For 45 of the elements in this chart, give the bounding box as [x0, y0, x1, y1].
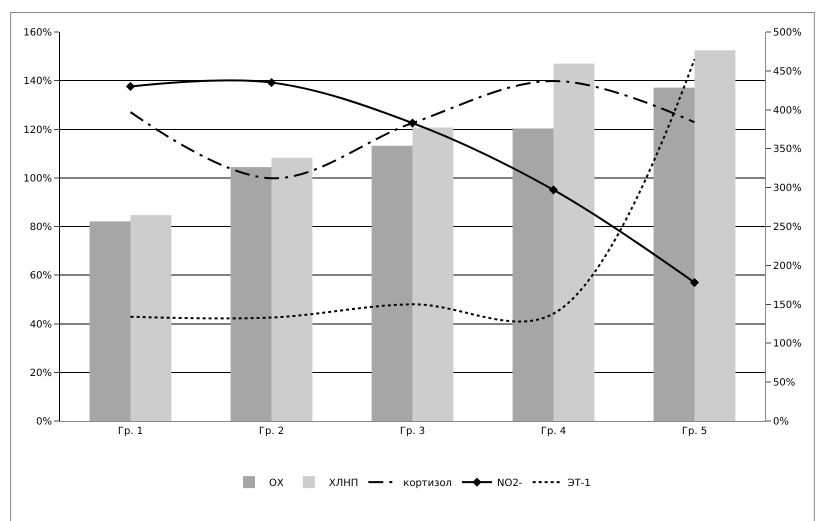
bar: [554, 64, 594, 421]
bar: [512, 128, 554, 421]
legend-label: ХЛНП: [328, 478, 358, 490]
point: [548, 185, 558, 194]
legend-label: ЭТ-1: [568, 478, 591, 490]
y2-tick-label: 450%: [773, 66, 802, 78]
y2-tick-label: 150%: [773, 300, 802, 311]
bar: [130, 215, 172, 421]
y-tick-label: 100%: [23, 173, 52, 184]
y-tick-label: 160%: [23, 28, 52, 38]
bar: [230, 167, 272, 421]
x-tick-label: Гр. 3: [400, 426, 426, 437]
y2-tick-label: 400%: [773, 105, 802, 116]
bar: [272, 158, 312, 421]
y2-tick-label: 50%: [773, 378, 796, 389]
x-tick-label: Гр. 5: [682, 426, 708, 437]
y-tick-label: 120%: [23, 124, 52, 136]
y2-tick-label: 200%: [773, 260, 802, 272]
y-tick-label: 0%: [36, 416, 52, 428]
y2-tick-label: 100%: [773, 338, 802, 350]
y2-tick-label: 500%: [773, 28, 802, 38]
legend-label: NO2-: [496, 478, 523, 490]
bar: [694, 50, 736, 421]
point: [126, 82, 136, 92]
legend-label: ОХ: [269, 478, 284, 490]
y2-tick-label: 0%: [773, 416, 789, 428]
bar: [90, 221, 130, 421]
bar: [372, 146, 412, 421]
y-tick-label: 140%: [23, 76, 52, 88]
bar: [654, 88, 694, 421]
y-tick-label: 40%: [30, 319, 52, 330]
y-tick-label: 60%: [30, 270, 52, 282]
point: [690, 278, 700, 288]
y2-tick-label: 350%: [773, 144, 802, 156]
y2-tick-label: 300%: [773, 183, 802, 194]
point: [266, 78, 276, 88]
x-tick-label: Гр. 2: [258, 426, 284, 437]
legend-label: кортизол: [403, 478, 452, 490]
x-tick-label: Гр. 4: [540, 426, 566, 437]
point: [408, 118, 418, 128]
y2-tick-label: 250%: [773, 222, 802, 233]
y-tick-label: 20%: [30, 368, 52, 379]
y-tick-label: 80%: [30, 222, 52, 233]
x-tick-label: Гр. 1: [118, 426, 144, 437]
bar: [412, 128, 454, 421]
